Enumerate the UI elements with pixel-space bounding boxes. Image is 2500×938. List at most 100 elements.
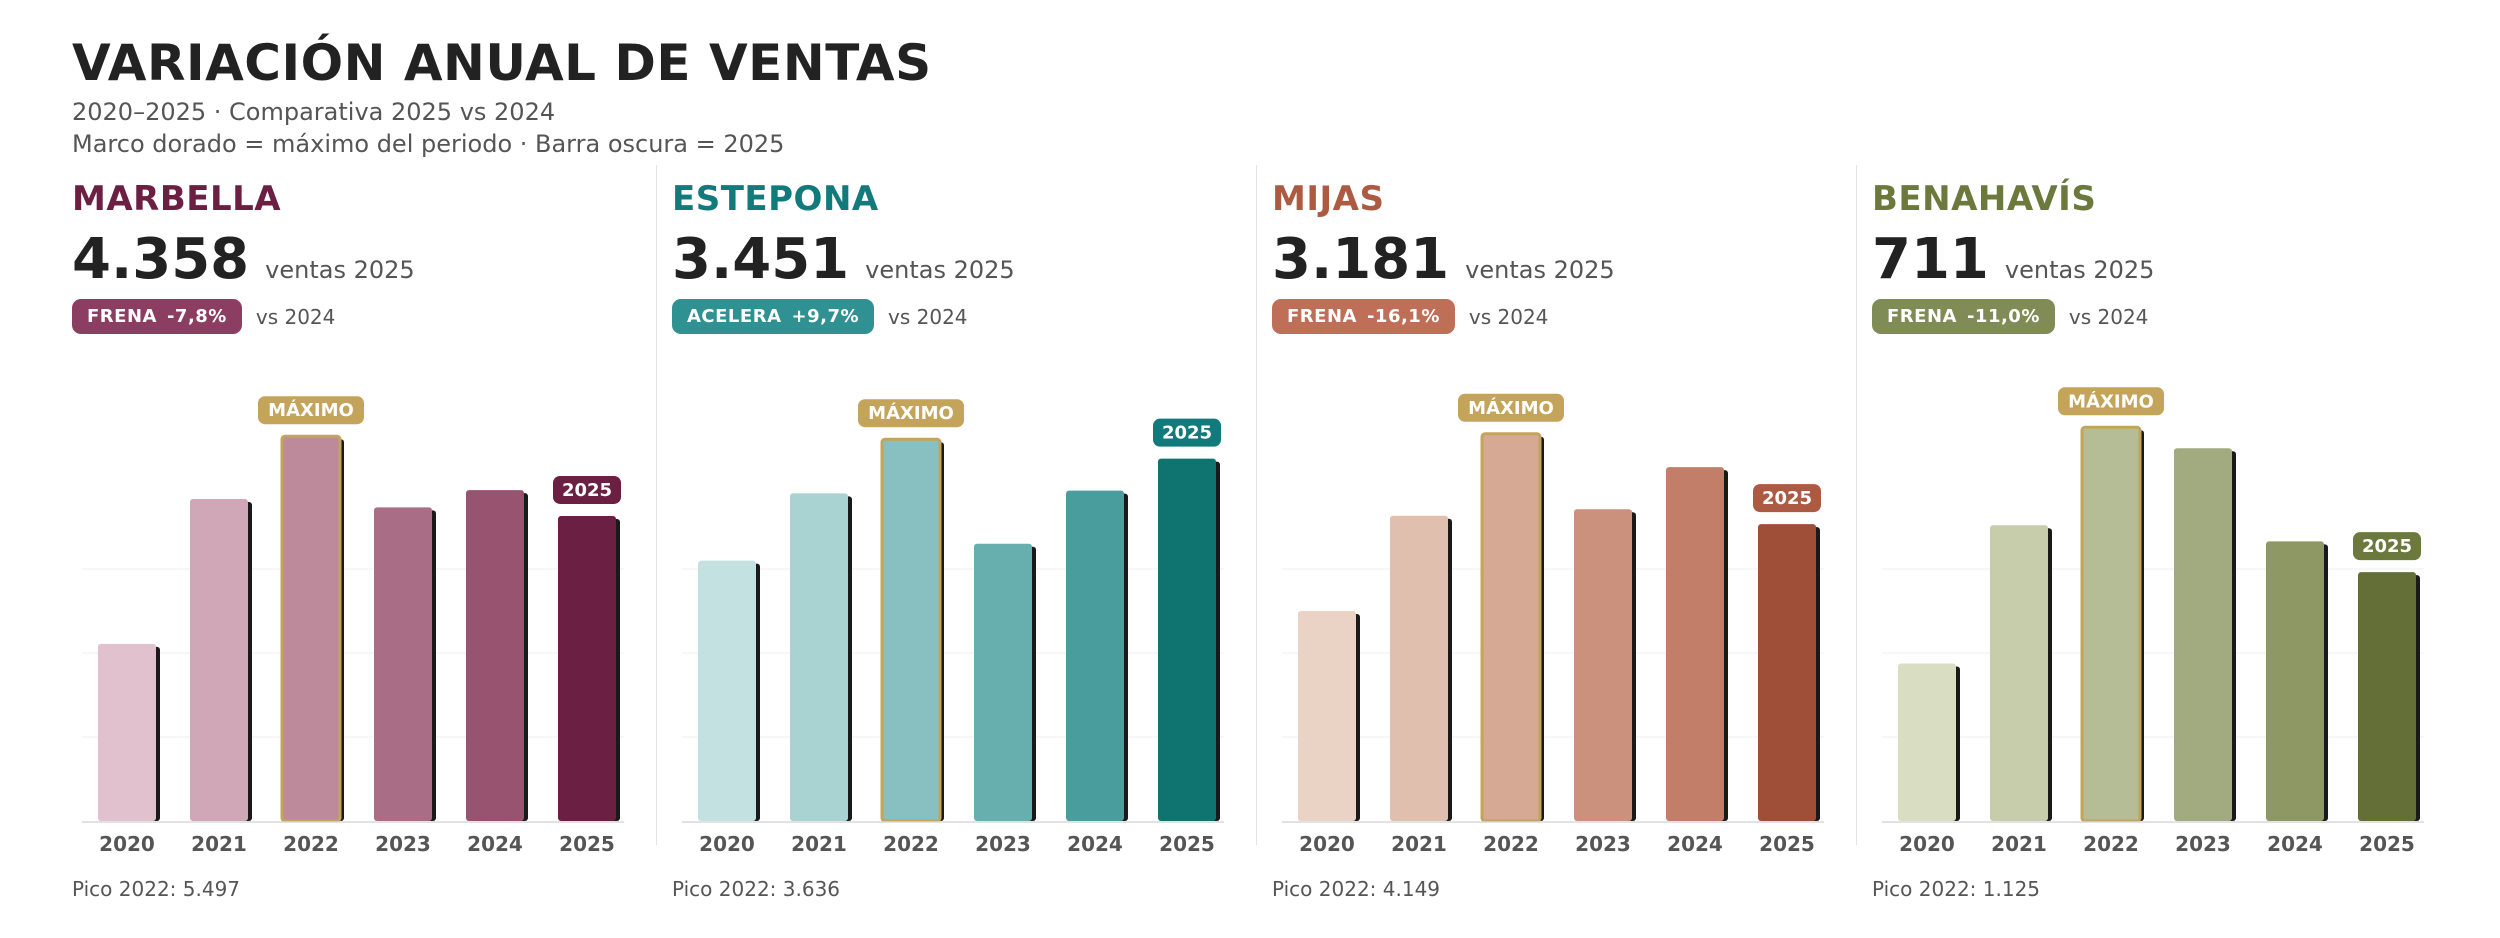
bar-2024 — [1666, 467, 1724, 821]
bar-2020 — [698, 560, 756, 821]
x-tick-label: 2021 — [191, 832, 247, 856]
x-tick-label: 2022 — [283, 832, 339, 856]
trend-badge: FRENA -7,8% — [72, 299, 242, 334]
peak-note: Pico 2022: 5.497 — [72, 877, 241, 901]
kpi-label: ventas 2025 — [1465, 256, 1615, 284]
trend-row: FRENA -16,1% vs 2024 — [1272, 299, 1548, 334]
x-tick-label: 2022 — [883, 832, 939, 856]
bar-2024 — [466, 490, 524, 821]
bar-2025 — [2358, 572, 2416, 821]
x-tick-label: 2024 — [1667, 832, 1723, 856]
panel-divider — [1256, 165, 1257, 845]
panel-divider — [656, 165, 657, 845]
kpi-label: ventas 2025 — [265, 256, 415, 284]
peak-note: Pico 2022: 3.636 — [672, 877, 841, 901]
bar-2020 — [1898, 663, 1956, 821]
chart-legend-note: Marco dorado = máximo del periodo · Barr… — [72, 130, 785, 158]
max-badge-label: MÁXIMO — [1468, 397, 1554, 419]
bar-2025 — [558, 515, 616, 821]
panel-marbella: MARBELLA 4.358 ventas 2025 FRENA -7,8% vs… — [72, 165, 632, 905]
city-title: ESTEPONA — [672, 179, 879, 219]
panel-mijas: MIJAS 3.181 ventas 2025 FRENA -16,1% vs 2… — [1272, 165, 1832, 905]
page-subtitle: 2020–2025 · Comparativa 2025 vs 2024 — [72, 98, 556, 126]
kpi-label: ventas 2025 — [2004, 256, 2155, 284]
trend-row: FRENA -11,0% vs 2024 — [1872, 299, 2148, 334]
trend-value: -16,1% — [1366, 306, 1440, 327]
max-badge — [858, 399, 964, 428]
bar-chart: 2020 2021 2022 MÁXIMO 2023 2024 2025 2025 — [682, 399, 1224, 856]
x-tick-label: 2025 — [559, 832, 615, 856]
x-tick-label: 2020 — [99, 832, 155, 856]
trend-status: FRENA — [1287, 306, 1357, 327]
bar-2023 — [974, 543, 1032, 821]
bar-2024 — [1066, 490, 1124, 821]
max-badge — [1458, 393, 1564, 422]
panel-benahavis: BENAHAVÍS 711 ventas 2025 FRENA -11,0% vs… — [1872, 165, 2432, 905]
current-year-badge — [1153, 418, 1221, 447]
max-badge — [2058, 387, 2164, 416]
current-year-badge — [2353, 532, 2421, 561]
bar-2021 — [790, 493, 848, 821]
x-tick-label: 2020 — [1299, 832, 1355, 856]
city-title: MARBELLA — [72, 179, 282, 219]
trend-value: +9,7% — [791, 306, 860, 327]
bar-chart: 2020 2021 2022 MÁXIMO 2023 2024 2025 2025 — [82, 396, 624, 856]
trend-value: -7,8% — [166, 306, 227, 327]
x-tick-label: 2023 — [375, 832, 431, 856]
comparison-label: vs 2024 — [1468, 304, 1549, 329]
comparison-label: vs 2024 — [888, 304, 968, 329]
x-tick-label: 2023 — [975, 832, 1031, 856]
x-tick-label: 2023 — [1575, 832, 1631, 856]
bar-2022 — [880, 437, 942, 823]
x-tick-label: 2020 — [699, 832, 755, 856]
kpi-value: 3.451 — [672, 227, 850, 292]
x-tick-label: 2024 — [1067, 832, 1123, 856]
x-tick-label: 2024 — [2267, 832, 2323, 856]
comparison-label: vs 2024 — [255, 304, 336, 329]
page-title: VARIACIÓN ANUAL DE VENTAS — [72, 34, 932, 92]
max-badge — [258, 396, 364, 425]
x-tick-label: 2021 — [791, 832, 847, 856]
bar-2022 — [2080, 425, 2142, 823]
bar-chart: 2020 2021 2022 MÁXIMO 2023 2024 2025 2025 — [1882, 387, 2424, 856]
bar-2021 — [1390, 515, 1448, 821]
panel-divider — [1856, 165, 1857, 845]
trend-row: ACELERA +9,7% vs 2024 — [672, 299, 968, 334]
kpi-value: 711 — [1872, 227, 1989, 292]
bar-2020 — [1298, 611, 1356, 821]
bar-2022 — [1480, 432, 1542, 823]
trend-row: FRENA -7,8% vs 2024 — [72, 299, 335, 334]
panel-estepona: ESTEPONA 3.451 ventas 2025 ACELERA +9,7% … — [672, 165, 1232, 905]
bar-2021 — [1990, 525, 2048, 821]
max-badge-label: MÁXIMO — [868, 402, 954, 424]
trend-badge: FRENA -11,0% — [1872, 299, 2055, 334]
bar-2023 — [374, 507, 432, 821]
current-year-badge — [553, 475, 621, 504]
trend-status: FRENA — [1887, 306, 1957, 327]
x-tick-label: 2022 — [2083, 832, 2139, 856]
city-title: BENAHAVÍS — [1872, 179, 2097, 219]
trend-badge: ACELERA +9,7% — [672, 299, 875, 334]
kpi-label: ventas 2025 — [865, 256, 1015, 284]
bar-2021 — [190, 499, 248, 821]
trend-status: FRENA — [87, 306, 157, 327]
x-tick-label: 2024 — [467, 832, 523, 856]
x-tick-label: 2023 — [2175, 832, 2231, 856]
max-badge-label: MÁXIMO — [2068, 390, 2154, 412]
current-year-badge-label: 2025 — [1162, 423, 1212, 444]
kpi-row: 4.358 ventas 2025 — [72, 227, 415, 292]
comparison-label: vs 2024 — [2068, 304, 2149, 329]
trend-status: ACELERA — [687, 306, 782, 327]
x-tick-label: 2021 — [1391, 832, 1447, 856]
peak-note: Pico 2022: 1.125 — [1872, 877, 2041, 901]
x-tick-label: 2025 — [1759, 832, 1815, 856]
bar-2023 — [1574, 509, 1632, 821]
x-tick-label: 2021 — [1991, 832, 2047, 856]
peak-note: Pico 2022: 4.149 — [1272, 877, 1441, 901]
kpi-row: 3.181 ventas 2025 — [1272, 227, 1615, 292]
kpi-row: 711 ventas 2025 — [1872, 227, 2154, 292]
city-title: MIJAS — [1272, 179, 1385, 219]
x-tick-label: 2025 — [2359, 832, 2415, 856]
bar-2023 — [2174, 448, 2232, 821]
bar-2025 — [1758, 524, 1816, 821]
